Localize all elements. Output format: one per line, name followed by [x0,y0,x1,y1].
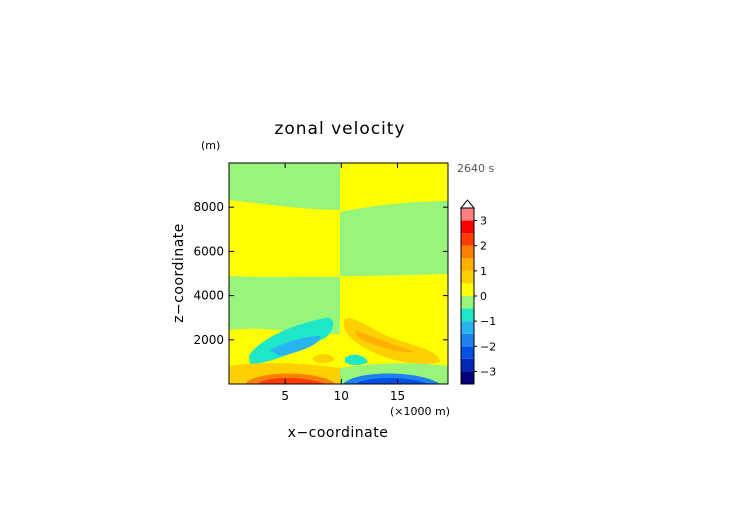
colorbar-tick-label: 3 [480,215,487,228]
y-unit-label: (m) [201,139,220,152]
plot-frame [228,162,449,385]
region-right-jet-core [355,330,415,353]
time-label: 2640 s [457,162,494,175]
colorbar-swatch [461,371,474,384]
region-right-lower-negative [345,354,368,365]
region-left-surface-peak [258,378,326,384]
colorbar-swatch [461,358,474,372]
x-axis: 5 10 15 [281,163,405,403]
y-tick-label: 6000 [193,244,224,258]
region-right-surface-peak [355,378,428,384]
colorbar-swatch [461,220,474,234]
chart-title: zonal velocity [274,119,405,139]
colorbar-swatch [461,296,474,309]
y-axis-label: z−coordinate [171,223,187,323]
colorbar-extend-arrow [459,199,476,209]
colorbar: 3 2 1 0 −1 −2 −3 [459,199,496,385]
colorbar-swatch [461,258,474,271]
x-unit-label: (×1000 m) [390,405,450,418]
y-tick-label: 2000 [193,333,224,347]
colorbar-swatch [461,208,474,221]
y-axis: 2000 4000 6000 8000 [193,200,448,347]
colorbar-tick-label: −3 [480,365,496,378]
region-left-jet-core [270,336,321,356]
x-tick-label: 15 [390,389,405,403]
region-right-jet-positive [343,318,440,365]
y-tick-label: 8000 [193,200,224,214]
region-upper-right-positive [340,163,448,212]
x-axis-label: x−coordinate [288,425,389,441]
colorbar-swatch [461,283,474,296]
colorbar-tick-label: 1 [480,265,487,278]
colorbar-tick-label: 0 [480,290,487,303]
colorbar-swatch [461,270,474,284]
y-tick-label: 4000 [193,289,224,303]
contour-field [229,163,448,384]
colorbar-tick-label: −2 [480,340,496,353]
colorbar-swatch [461,333,474,347]
colorbar-swatch [461,245,474,259]
colorbar-tick-label: 2 [480,240,487,253]
colorbar-swatch [461,308,474,322]
x-tick-label: 10 [334,389,349,403]
region-left-lower-positive [313,354,335,363]
region-left-jet-negative [249,317,334,364]
colorbar-swatch [461,233,474,246]
colorbar-tick-label: −1 [480,315,496,328]
colorbar-swatch [461,346,474,359]
region-mid-left-positive [229,200,340,277]
x-tick-label: 5 [281,389,289,403]
colorbar-swatch [461,321,474,334]
